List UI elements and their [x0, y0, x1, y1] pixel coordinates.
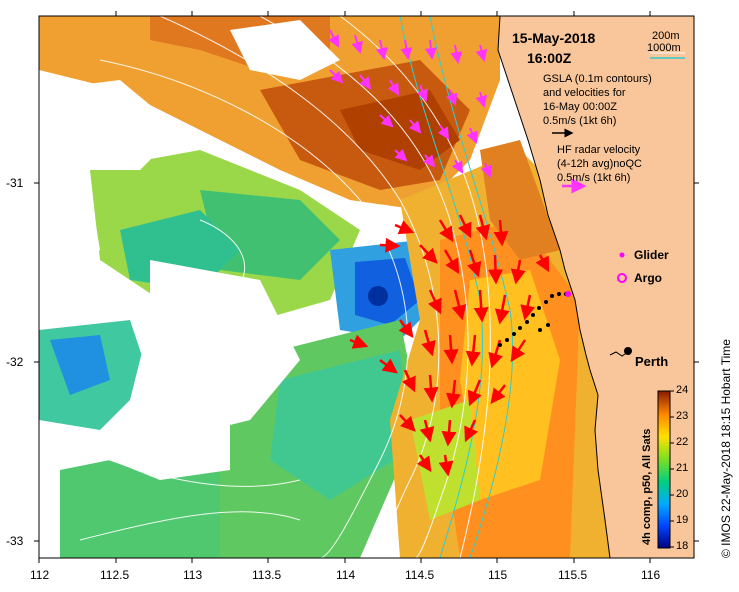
plot-frame [38, 15, 695, 559]
x-tick-label: 112.5 [100, 568, 130, 582]
y-tick-label: -32 [6, 355, 24, 369]
map-time: 16:00Z [527, 50, 572, 66]
colorbar [657, 390, 671, 549]
gsla-legend-line3: 16-May 00:00Z [543, 101, 617, 113]
sst-field [39, 16, 610, 558]
x-tick-label: 113.5 [252, 568, 282, 582]
colorbar-label: 4h comp, p50, All Sats [641, 428, 653, 545]
argo-legend-icon [617, 273, 627, 283]
x-axis-ticks [38, 11, 651, 563]
depth-1000-label: 1000m [647, 42, 681, 54]
argo-legend-label: Argo [634, 271, 662, 285]
gsla-velocity-arrows [328, 29, 493, 178]
gsla-scale-label: 0.5m/s (1kt 6h) [543, 115, 617, 127]
colorbar-tick-label: 19 [676, 514, 689, 526]
perth-label: Perth [635, 354, 669, 369]
hf-legend-line2: (4-12h avg)noQC [557, 158, 642, 170]
x-tick-label: 115 [488, 568, 508, 582]
colorbar-tick-label: 22 [676, 436, 689, 448]
y-tick-label: -31 [6, 176, 24, 190]
glider-position-icon [565, 291, 571, 297]
x-tick-label: 114.5 [405, 568, 435, 582]
colorbar-tick-label: 23 [676, 410, 689, 422]
y-axis-ticks [34, 182, 699, 542]
land-area [497, 16, 694, 558]
x-tick-label: 116 [641, 568, 661, 582]
credit-label: © IMOS 22-May-2018 18:15 Hobart Time [719, 339, 733, 558]
colorbar-ticks [670, 390, 674, 548]
x-tick-label: 113 [183, 568, 203, 582]
glider-track [498, 292, 568, 347]
colorbar-tick-label: 18 [676, 540, 689, 552]
hf-legend-line1: HF radar velocity [557, 144, 641, 156]
x-tick-label: 115.5 [558, 568, 588, 582]
x-tick-label: 114 [336, 568, 356, 582]
glider-legend-label: Glider [634, 248, 669, 262]
gsla-legend-line2: and velocities for [543, 87, 626, 99]
glider-legend-icon [619, 252, 625, 258]
colorbar-tick-label: 20 [676, 488, 689, 500]
perth-coast-icon [609, 351, 629, 357]
colorbar-tick-label: 21 [676, 462, 689, 474]
gsla-legend-line1: GSLA (0.1m contours) [543, 73, 652, 85]
colorbar-tick-label: 24 [676, 384, 689, 396]
x-tick-label: 112 [30, 568, 50, 582]
map-date: 15-May-2018 [512, 30, 596, 46]
hf-scale-label: 0.5m/s (1kt 6h) [557, 172, 631, 184]
depth-200-label: 200m [652, 30, 680, 42]
gsla-contours [39, 16, 491, 558]
y-tick-label: -33 [6, 534, 24, 548]
hf-radar-arrows [349, 214, 550, 477]
